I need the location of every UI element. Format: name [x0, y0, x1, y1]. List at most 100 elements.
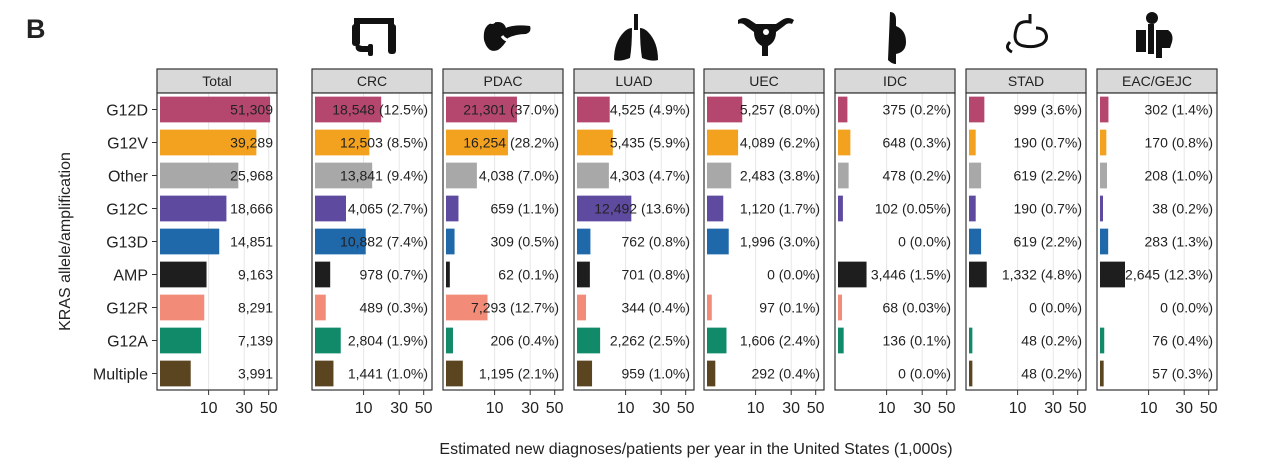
facet-idc: IDC 375 (0.2%) 648 (0.3%) 478 (0.2%) 102 (0.… — [834, 68, 956, 417]
data-label: 62 (0.1%) — [498, 267, 559, 283]
data-label: 48 (0.2%) — [1021, 333, 1082, 349]
data-label: 136 (0.1%) — [883, 333, 951, 349]
bar-g13d — [160, 228, 220, 255]
facet-pdac: PDAC 21,301 (37.0%) 16,254 (28.2%) 4,038 (7… — [442, 68, 564, 417]
x-tick-label: 10 — [617, 400, 635, 417]
data-label: 0 (0.0%) — [1160, 300, 1213, 316]
x-tick-label: 50 — [1069, 400, 1087, 417]
bar-g13d — [577, 228, 591, 255]
data-label: 1,606 (2.4%) — [740, 333, 820, 349]
data-label: 25,968 — [230, 168, 273, 184]
y-category-label: AMP — [113, 268, 148, 285]
facet-title: Total — [202, 73, 232, 89]
data-label: 9,163 — [238, 267, 273, 283]
facet-strip — [442, 68, 564, 94]
x-tick-label: 10 — [355, 400, 373, 417]
bar-g12c — [838, 195, 843, 222]
bar-g12a — [838, 327, 844, 354]
data-label: 619 (2.2%) — [1014, 168, 1082, 184]
bar-g13d — [1100, 228, 1109, 255]
x-tick-label: 30 — [1175, 400, 1193, 417]
data-label: 344 (0.4%) — [622, 300, 690, 316]
data-label: 959 (1.0%) — [622, 366, 690, 382]
data-label: 8,291 — [238, 300, 273, 316]
bar-other — [969, 162, 982, 189]
bar-g12c — [315, 195, 346, 222]
facet-plot-area — [966, 93, 1086, 390]
facet-plot-area — [1097, 93, 1217, 390]
x-tick-label: 30 — [521, 400, 539, 417]
stomach-icon — [1005, 14, 1048, 54]
bar-g12a — [707, 327, 727, 354]
facet-border — [834, 92, 956, 391]
bar-g12a — [315, 327, 341, 354]
data-label: 4,089 (6.2%) — [740, 135, 820, 151]
y-category-label: G12R — [106, 301, 148, 318]
facet-title: PDAC — [484, 73, 523, 89]
data-label: 190 (0.7%) — [1014, 201, 1082, 217]
esophagus-icon — [1136, 12, 1173, 58]
facet-title: CRC — [357, 73, 387, 89]
y-category-label: G13D — [106, 235, 148, 252]
facet-title: STAD — [1008, 73, 1044, 89]
bar-g12a — [446, 327, 453, 354]
bar-multiple — [969, 360, 973, 387]
y-category-label: G12C — [106, 202, 148, 219]
facet-border — [965, 92, 1087, 391]
x-tick-label: 50 — [260, 400, 278, 417]
bar-g12v — [838, 129, 851, 156]
data-label: 978 (0.7%) — [360, 267, 428, 283]
data-label: 190 (0.7%) — [1014, 135, 1082, 151]
bar-g12c — [446, 195, 459, 222]
bar-g12c — [160, 195, 227, 222]
bar-g12c — [577, 195, 632, 222]
x-tick-label: 30 — [390, 400, 408, 417]
facet-total: Total 51,309 39,289 25,968 18,666 14,851 9,163… — [156, 68, 278, 417]
x-tick-label: 50 — [1200, 400, 1218, 417]
data-label: 1,441 (1.0%) — [348, 366, 428, 382]
facet-border — [1096, 92, 1218, 391]
data-label: 0 (0.0%) — [898, 234, 951, 250]
bar-g12v — [446, 129, 508, 156]
data-label: 2,804 (1.9%) — [348, 333, 428, 349]
y-category-label: G12V — [107, 136, 148, 153]
data-label: 302 (1.4%) — [1145, 102, 1213, 118]
data-label: 5,435 (5.9%) — [610, 135, 690, 151]
y-category-label: G12D — [106, 103, 148, 120]
data-label: 2,645 (12.3%) — [1125, 267, 1213, 283]
bar-amp — [160, 261, 207, 288]
data-label: 619 (2.2%) — [1014, 234, 1082, 250]
y-category-label: G12A — [107, 334, 148, 351]
bar-g12a — [160, 327, 202, 354]
data-label: 5,257 (8.0%) — [740, 102, 820, 118]
facet-strip — [1096, 68, 1218, 94]
bar-g12a — [1100, 327, 1105, 354]
x-tick-label: 30 — [652, 400, 670, 417]
bar-multiple — [707, 360, 716, 387]
bar-g12r — [446, 294, 488, 321]
bar-amp — [577, 261, 590, 288]
data-label: 1,120 (1.7%) — [740, 201, 820, 217]
bar-other — [1100, 162, 1108, 189]
data-label: 478 (0.2%) — [883, 168, 951, 184]
bar-multiple — [1100, 360, 1104, 387]
data-label: 2,483 (3.8%) — [740, 168, 820, 184]
data-label: 97 (0.1%) — [759, 300, 820, 316]
x-axis-title: Estimated new diagnoses/patients per yea… — [439, 441, 952, 458]
y-category-label: Other — [108, 169, 149, 186]
facet-title: IDC — [883, 73, 907, 89]
data-label: 375 (0.2%) — [883, 102, 951, 118]
bar-g12a — [969, 327, 973, 354]
bar-g12c — [1100, 195, 1103, 222]
bar-amp — [315, 261, 331, 288]
facet-strip — [965, 68, 1087, 94]
facet-strip — [834, 68, 956, 94]
x-tick-label: 30 — [235, 400, 253, 417]
bar-g13d — [707, 228, 729, 255]
data-label: 2,262 (2.5%) — [610, 333, 690, 349]
bar-g12v — [577, 129, 613, 156]
data-label: 21,301 (37.0%) — [463, 102, 559, 118]
x-tick-label: 10 — [1140, 400, 1158, 417]
data-label: 48 (0.2%) — [1021, 366, 1082, 382]
